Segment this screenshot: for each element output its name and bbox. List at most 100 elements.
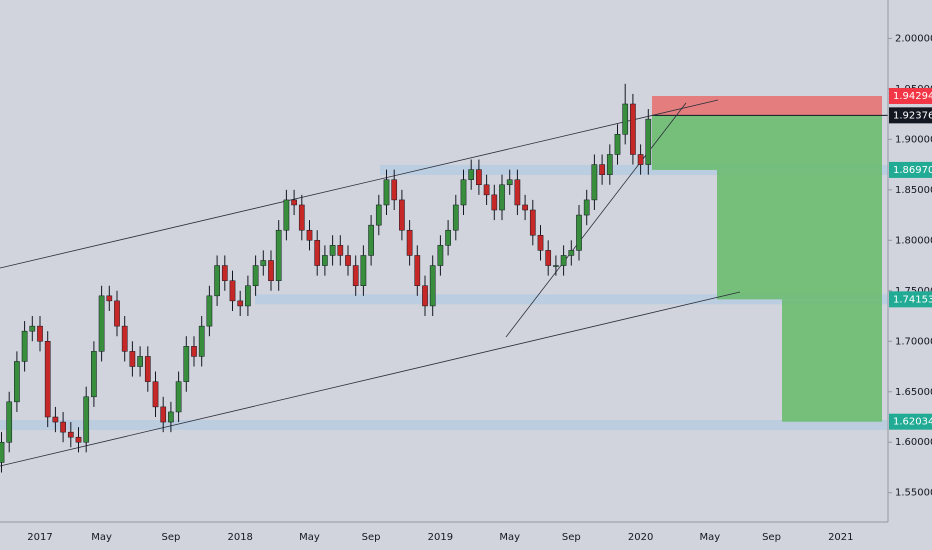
candle-body — [75, 436, 82, 443]
candle-body — [14, 361, 20, 403]
y-tick-label: 1.85000 — [895, 185, 932, 196]
channel-lower — [0, 291, 741, 467]
candle-body — [298, 204, 305, 231]
candle-body — [576, 214, 582, 251]
candle-body — [37, 325, 43, 342]
target-box — [652, 115, 882, 170]
candle-body — [429, 265, 436, 307]
candle-body — [114, 300, 120, 327]
candle-body — [175, 381, 182, 413]
price-label-box — [889, 87, 932, 104]
target-box — [782, 299, 882, 422]
candle-body — [229, 280, 236, 302]
candle-body — [375, 204, 382, 226]
candle-body — [514, 179, 521, 206]
candle-body — [221, 265, 228, 281]
price-label: 1.94294 — [893, 91, 932, 102]
price-label: 1.74153 — [893, 294, 932, 305]
x-tick-label: 2021 — [828, 532, 853, 543]
candle-body — [606, 154, 613, 175]
y-tick-label: 1.55000 — [895, 488, 932, 499]
resistance-zone — [380, 164, 888, 175]
candle-body — [6, 401, 13, 443]
y-tick-label: 1.90000 — [895, 134, 932, 145]
candle-body — [152, 381, 159, 408]
stop-box — [652, 95, 882, 116]
candle-body — [329, 245, 336, 256]
candle-body — [437, 245, 444, 266]
candle-body — [144, 356, 151, 382]
candle-body — [260, 260, 267, 266]
candle-body — [583, 199, 590, 216]
x-tick-label: May — [499, 532, 520, 543]
x-tick-label: May — [700, 532, 721, 543]
support-zone — [0, 420, 888, 430]
candle-body — [129, 351, 136, 367]
candle-body — [630, 103, 636, 155]
candle-body — [29, 325, 36, 332]
price-label: 1.92376 — [893, 110, 932, 121]
candle-body — [445, 229, 451, 246]
y-tick-label: 1.60000 — [895, 437, 932, 448]
candle-body — [52, 416, 59, 423]
candle-body — [468, 169, 475, 180]
candle-body — [91, 351, 97, 398]
price-label-box — [889, 413, 932, 430]
candle-body — [599, 164, 605, 175]
candle-body — [60, 421, 66, 433]
channel-upper — [0, 99, 719, 269]
support-zone — [255, 294, 888, 305]
candle-body — [160, 406, 167, 423]
y-tick-label: 2.00000 — [895, 33, 932, 44]
candle-body — [98, 295, 105, 352]
price-label: 1.62034 — [893, 417, 932, 428]
x-tick-label: 2020 — [628, 532, 653, 543]
candle-body — [198, 325, 205, 357]
candle-body — [637, 154, 644, 165]
candle-body — [0, 441, 5, 463]
candle-body — [568, 250, 575, 256]
x-tick-label: 2018 — [227, 532, 252, 543]
candle-body — [168, 411, 174, 423]
candle-body — [545, 250, 552, 266]
candle-body — [183, 346, 190, 382]
candle-body — [106, 295, 113, 302]
candle-body — [483, 184, 490, 196]
candle-body — [291, 199, 297, 206]
candle-body — [460, 179, 467, 206]
candle-body — [214, 265, 220, 297]
candle-body — [137, 356, 143, 367]
candle-body — [322, 255, 328, 266]
candle-body — [645, 118, 652, 165]
candle-body — [399, 199, 405, 231]
y-tick-label: 1.70000 — [895, 336, 932, 347]
candle-body — [499, 184, 505, 211]
candle-body — [275, 229, 282, 281]
trend-line — [505, 102, 687, 338]
candle-body — [591, 164, 598, 201]
candle-body — [529, 209, 536, 236]
candle-body — [360, 255, 367, 286]
candle-body — [191, 346, 197, 357]
candle-body — [44, 341, 51, 418]
candle-body — [452, 204, 459, 231]
candle-body — [21, 330, 28, 362]
y-tick-label: 1.75000 — [895, 286, 932, 297]
candle-body — [522, 204, 528, 211]
candle-body — [306, 229, 313, 241]
candle-body — [422, 285, 428, 307]
candle-body — [206, 295, 213, 327]
target-box — [717, 169, 882, 300]
candle-body — [368, 224, 374, 256]
candle-body — [83, 396, 90, 443]
x-tick-label: May — [91, 532, 112, 543]
x-tick-label: Sep — [762, 532, 781, 543]
candle-body — [67, 431, 74, 438]
candle-body — [553, 265, 559, 267]
candle-body — [383, 179, 390, 206]
candle-body — [622, 103, 629, 135]
price-label-box — [889, 107, 932, 124]
candle-body — [245, 285, 251, 307]
x-tick-label: 2017 — [27, 532, 52, 543]
